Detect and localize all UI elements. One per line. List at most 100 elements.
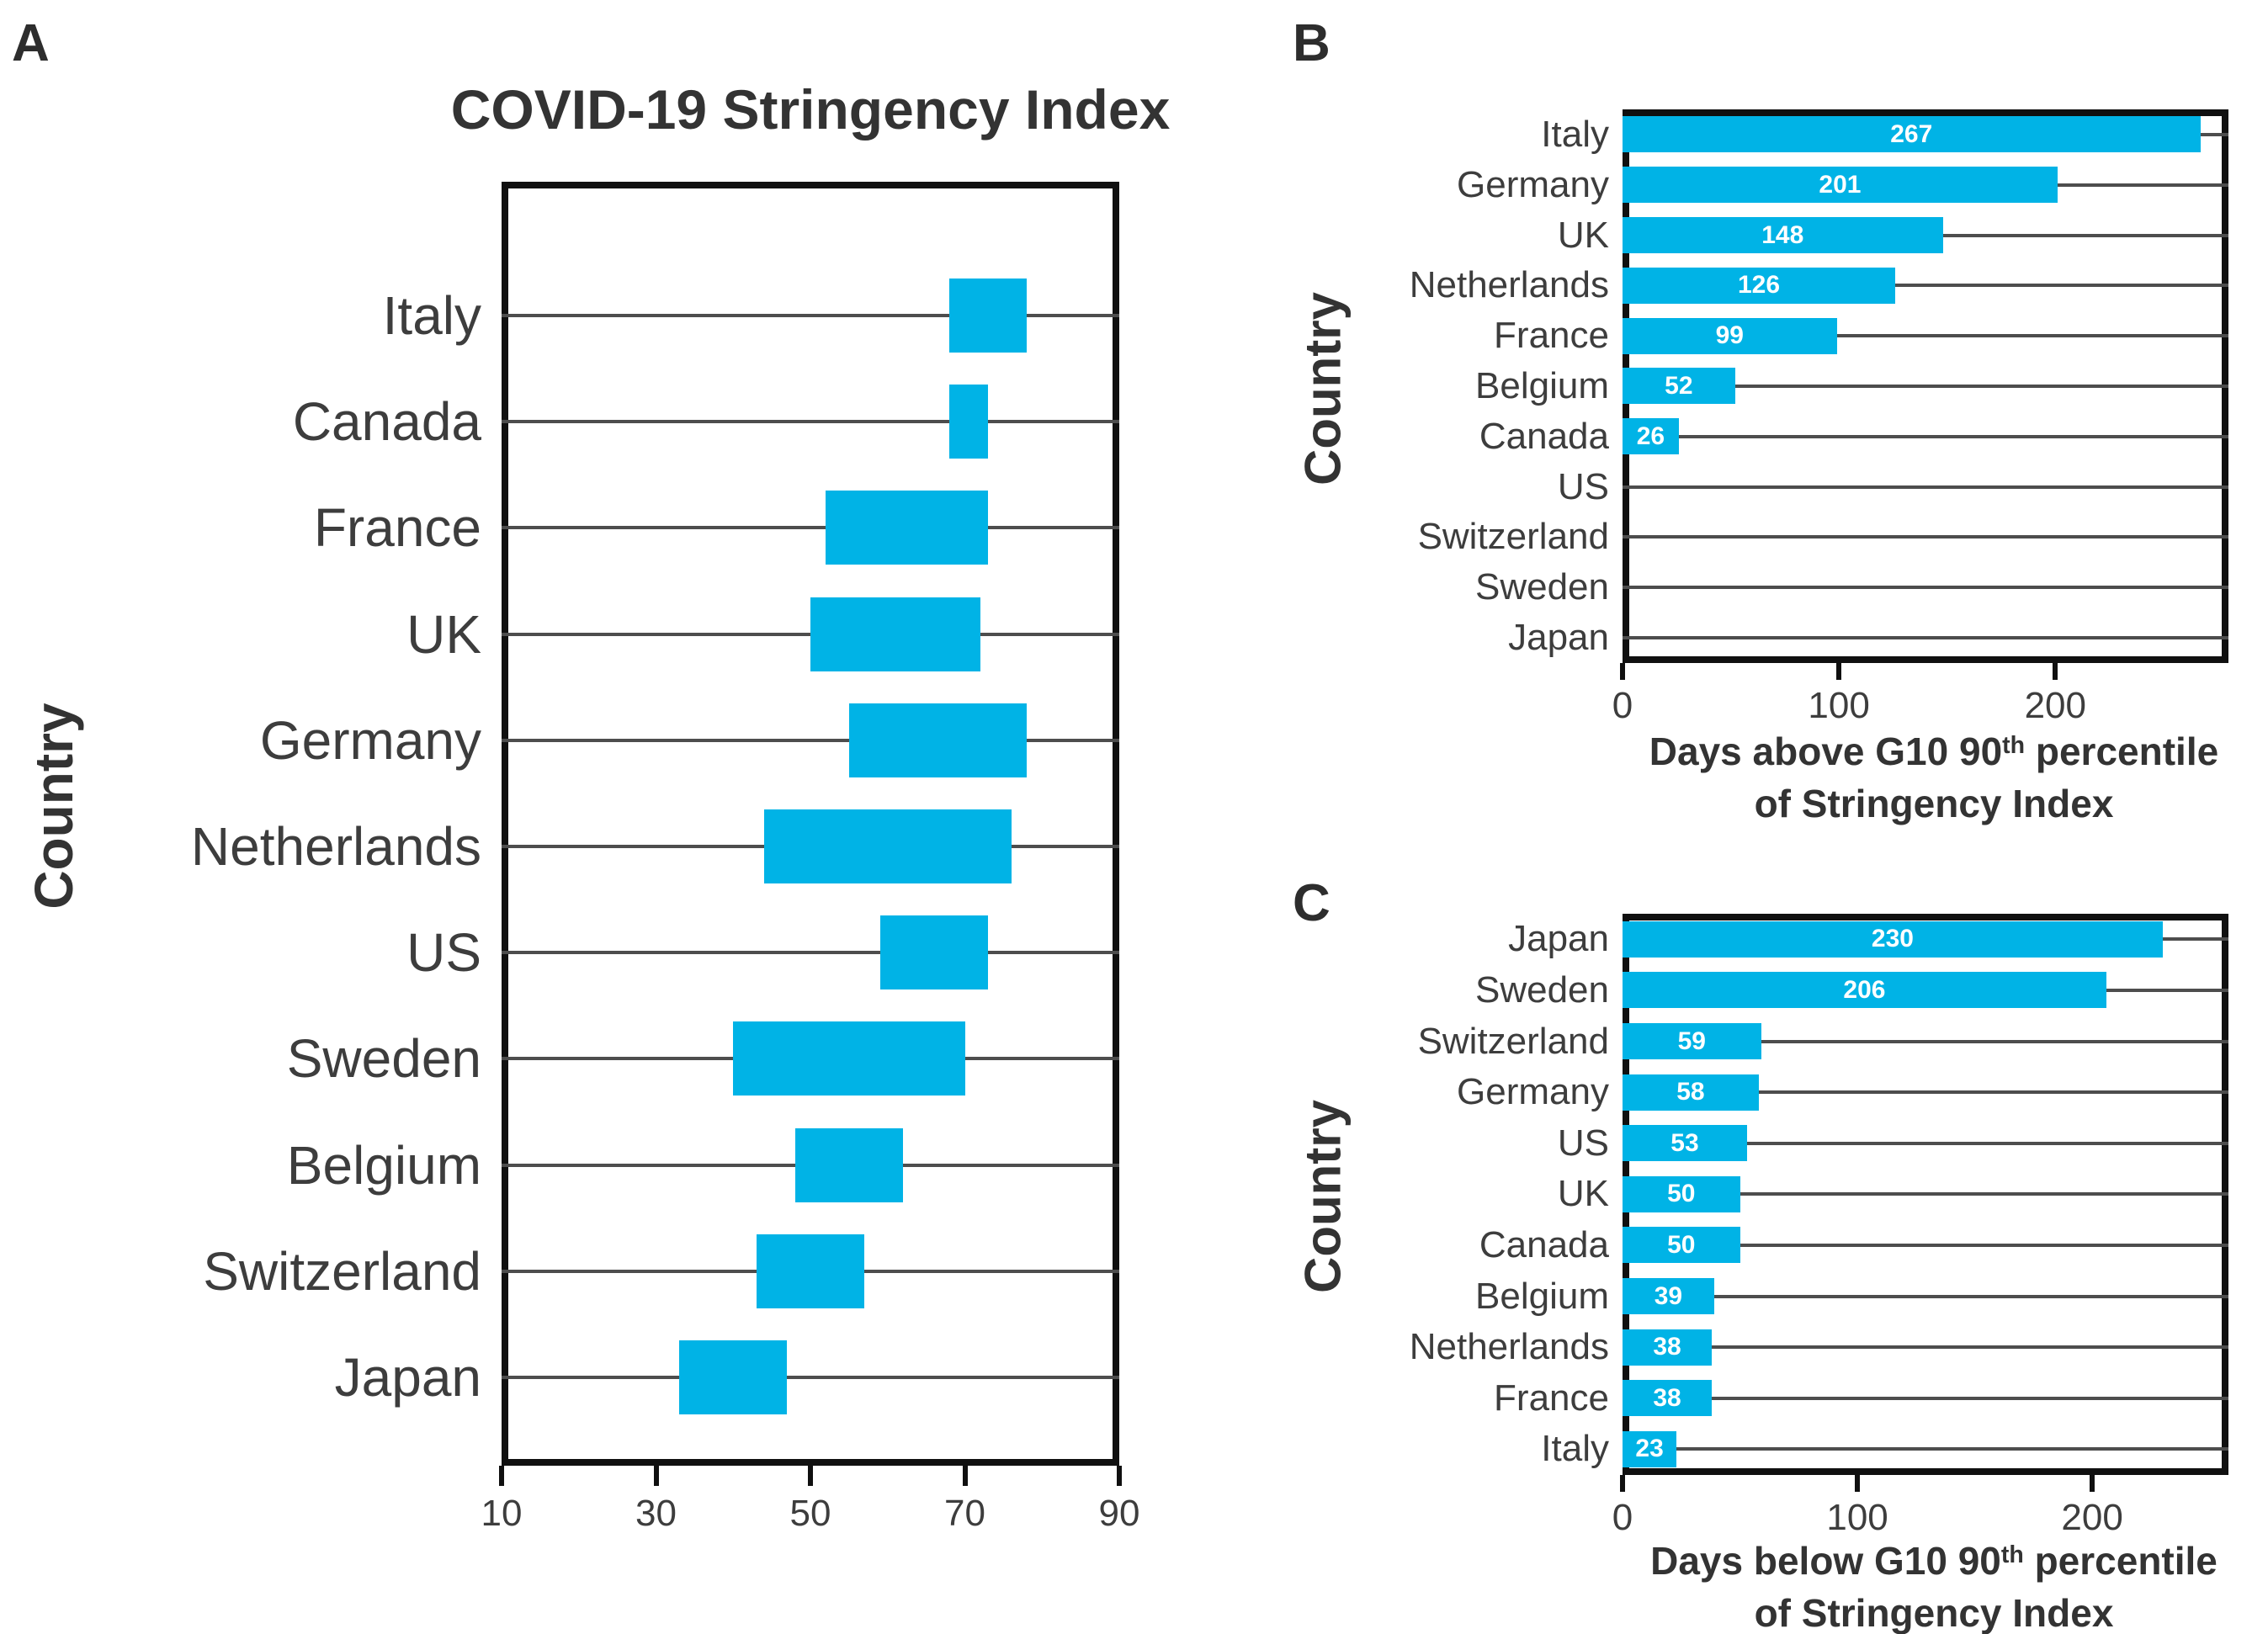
bar-C-us bbox=[1623, 1125, 1747, 1162]
x-tick-label: 200 bbox=[2024, 685, 2086, 726]
panel-c-caption-line2: of Stringency Index bbox=[1754, 1591, 2114, 1634]
bar-B-germany bbox=[1623, 167, 2058, 204]
category-label-japan: Japan bbox=[334, 1347, 481, 1408]
bar-C-uk bbox=[1623, 1175, 1740, 1212]
bar-B-france bbox=[1623, 317, 1837, 354]
bar-A-canada bbox=[949, 385, 989, 459]
x-tick-mark bbox=[653, 1466, 659, 1486]
bar-B-canada bbox=[1623, 418, 1679, 455]
x-tick-label: 70 bbox=[944, 1493, 985, 1534]
bar-A-us bbox=[879, 915, 988, 990]
gridline-B bbox=[1623, 334, 2228, 338]
bar-value-label: 126 bbox=[1737, 271, 1781, 300]
bar-value-label: 267 bbox=[1890, 119, 1933, 148]
category-label-belgium: Belgium bbox=[286, 1134, 481, 1196]
gridline-B bbox=[1623, 535, 2228, 539]
bar-value-label: 59 bbox=[1677, 1027, 1706, 1055]
panel-b-x-axis-caption: Days above G10 90th percentile of String… bbox=[1513, 725, 2268, 830]
bar-value-label: 58 bbox=[1676, 1078, 1705, 1106]
bar-C-sweden bbox=[1623, 972, 2106, 1009]
x-tick-mark bbox=[962, 1466, 968, 1486]
bar-B-uk bbox=[1623, 217, 1943, 253]
panel-c-caption-text: Days below G10 90 bbox=[1650, 1539, 2001, 1583]
bar-A-france bbox=[826, 491, 989, 565]
category-label-japan: Japan bbox=[1508, 918, 1609, 960]
x-tick-mark bbox=[1620, 1475, 1625, 1492]
x-tick-label: 90 bbox=[1098, 1493, 1140, 1534]
category-label-belgium: Belgium bbox=[1475, 1275, 1609, 1317]
x-tick-mark bbox=[1855, 1475, 1861, 1492]
category-label-france: France bbox=[313, 497, 481, 559]
bar-C-germany bbox=[1623, 1074, 1759, 1111]
bar-value-label: 26 bbox=[1636, 422, 1665, 450]
gridline-C bbox=[1623, 1447, 2228, 1451]
bar-value-label: 39 bbox=[1654, 1281, 1683, 1310]
bar-C-netherlands bbox=[1623, 1329, 1713, 1366]
gridline-A bbox=[502, 314, 1119, 317]
gridline-C bbox=[1623, 1090, 2228, 1095]
x-tick-mark bbox=[808, 1466, 813, 1486]
bar-A-uk bbox=[810, 597, 980, 671]
panel-b-caption-line2: of Stringency Index bbox=[1754, 782, 2114, 826]
gridline-A bbox=[502, 1376, 1119, 1379]
category-label-france: France bbox=[1494, 315, 1609, 357]
category-label-japan: Japan bbox=[1508, 616, 1609, 658]
panel-b-caption-superscript: th bbox=[2002, 731, 2026, 759]
bar-value-label: 99 bbox=[1715, 321, 1744, 350]
bar-A-netherlands bbox=[763, 809, 1012, 883]
bar-value-label: 38 bbox=[1653, 1383, 1681, 1412]
category-label-switzerland: Switzerland bbox=[203, 1240, 481, 1302]
gridline-B bbox=[1623, 284, 2228, 288]
category-label-italy: Italy bbox=[382, 285, 481, 346]
bar-value-label: 38 bbox=[1653, 1333, 1681, 1361]
category-label-uk: UK bbox=[1557, 214, 1609, 256]
category-label-belgium: Belgium bbox=[1475, 364, 1609, 406]
gridline-A bbox=[502, 951, 1119, 955]
gridline-A bbox=[502, 738, 1119, 742]
gridline-C bbox=[1623, 1294, 2228, 1298]
category-label-italy: Italy bbox=[1541, 1428, 1609, 1470]
x-tick-label: 30 bbox=[635, 1493, 677, 1534]
bar-B-belgium bbox=[1623, 368, 1735, 405]
gridline-A bbox=[502, 526, 1119, 530]
bar-value-label: 23 bbox=[1635, 1435, 1664, 1463]
x-tick-mark bbox=[1836, 663, 1842, 680]
gridline-B bbox=[1623, 635, 2228, 639]
x-tick-mark bbox=[2090, 1475, 2095, 1492]
bar-value-label: 53 bbox=[1670, 1128, 1699, 1157]
category-label-france: France bbox=[1494, 1377, 1609, 1419]
gridline-C bbox=[1623, 1141, 2228, 1145]
panel-c-letter: C bbox=[1293, 874, 1331, 932]
panel-c-caption-text-2: percentile bbox=[2023, 1539, 2218, 1583]
x-tick-mark bbox=[1620, 663, 1625, 680]
bar-C-italy bbox=[1623, 1430, 1677, 1467]
panel-b-caption-text: Days above G10 90 bbox=[1649, 729, 2003, 773]
category-label-sweden: Sweden bbox=[1474, 968, 1609, 1011]
category-label-us: US bbox=[1557, 1122, 1609, 1164]
gridline-B bbox=[1623, 384, 2228, 388]
bar-B-italy bbox=[1623, 116, 2201, 153]
category-label-switzerland: Switzerland bbox=[1417, 1020, 1609, 1062]
category-label-netherlands: Netherlands bbox=[190, 816, 481, 877]
x-tick-label: 50 bbox=[789, 1493, 831, 1534]
gridline-C bbox=[1623, 1396, 2228, 1400]
bar-C-canada bbox=[1623, 1227, 1740, 1264]
category-label-canada: Canada bbox=[292, 391, 481, 453]
bar-A-belgium bbox=[794, 1127, 904, 1202]
category-label-canada: Canada bbox=[1479, 415, 1609, 457]
panel-a-title: COVID-19 Stringency Index bbox=[450, 78, 1171, 141]
gridline-C bbox=[1623, 1243, 2228, 1247]
x-tick-mark bbox=[1117, 1466, 1122, 1486]
bar-C-france bbox=[1623, 1380, 1713, 1417]
x-tick-mark bbox=[499, 1466, 504, 1486]
category-label-sweden: Sweden bbox=[286, 1028, 481, 1090]
gridline-C bbox=[1623, 1192, 2228, 1196]
category-label-italy: Italy bbox=[1541, 113, 1609, 155]
category-label-uk: UK bbox=[406, 603, 481, 665]
bar-C-switzerland bbox=[1623, 1023, 1761, 1059]
bar-value-label: 148 bbox=[1761, 220, 1804, 249]
category-label-sweden: Sweden bbox=[1474, 566, 1609, 608]
gridline-A bbox=[502, 420, 1119, 424]
bar-value-label: 201 bbox=[1819, 170, 1862, 199]
